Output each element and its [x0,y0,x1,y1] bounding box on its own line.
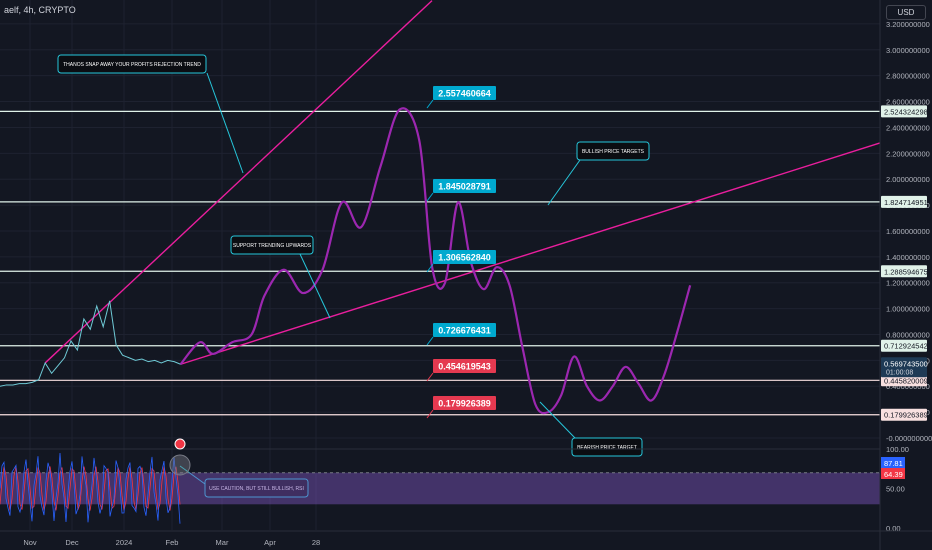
callout-pointer [299,253,331,319]
price-tick-label: 1.000000000 [886,305,930,314]
time-tick-label: 2024 [116,538,133,547]
callout-pointer [539,401,576,439]
level-axis-label: 0.712924542 [884,342,928,351]
time-tick-label: Feb [166,538,179,547]
symbol-label: aelf, 4h, CRYPTO [4,5,76,15]
level-axis-label: 0.179926389 [884,411,928,420]
price-tick-label: 1.400000000 [886,253,930,262]
price-tick-label: 2.200000000 [886,149,930,158]
price-tick-label: -0.000000000 [886,434,932,443]
target-label: 1.845028791 [438,182,491,192]
price-axis: 3.200000000 3.000000000 2.800000000 2.60000… [879,0,932,550]
horizontal-levels [0,110,880,416]
rsi-tick-label: 100.00 [886,445,909,454]
callout-pointer [206,72,244,174]
time-tick-label: 28 [312,538,320,547]
support-trend-line [180,142,881,365]
callout-box [230,235,314,255]
time-tick-label: Mar [216,538,229,547]
price-tick-label: 1.600000000 [886,227,930,236]
rsi-value-label: 87.81 [884,459,903,468]
target-label-bg [433,250,496,264]
target-label: 0.454619543 [438,362,491,372]
level-axis-tag [881,265,927,278]
target-label: 0.726676431 [438,326,491,336]
time-tick-label: Apr [264,538,276,547]
projection-line [179,107,692,415]
time-tick-label: Nov [23,538,37,547]
target-pointer [426,192,434,202]
level-axis-tag [881,408,927,421]
callout-text: SUPPORT TRENDING UPWARDS [233,243,312,249]
callouts: THANOS SNAP AWAY YOUR PROFITS REJECTION … [57,54,650,498]
callout-text: BULLISH PRICE TARGETS [582,149,645,155]
target-label-bg [433,359,496,373]
callout-box [576,141,650,161]
rsi-tick-label: 0.00 [886,524,901,533]
current-price-label: 0.569743500 [884,359,928,368]
callout-text: BEARISH PRICE TARGET [577,445,637,451]
level-axis-label: 0.445820009 [884,376,928,385]
bar-countdown: 01:00:08 [886,369,913,376]
level-axis-tag [881,374,927,387]
level-axis-tag [881,339,927,352]
rsi-signal-line [0,466,181,511]
price-tick-label: 3.200000000 [886,20,930,29]
level-axis-label: 1.288594675 [884,267,928,276]
price-tick-label: 3.000000000 [886,46,930,55]
time-tick-label: Dec [65,538,79,547]
price-tick-label: 2.600000000 [886,98,930,107]
current-price-tag [881,357,927,378]
target-label-bg [433,86,496,100]
callout-box [57,54,207,74]
rsi-highlight-circle [169,454,191,476]
callout-pointer [179,465,206,485]
target-pointer [426,409,434,419]
rsi-pane: 100.00 50.00 0.00 87.81 64.39 [0,438,909,533]
target-label-bg [433,323,496,337]
callout-text: USE CAUTION, BUT STILL BULLISH, RSI [209,486,304,492]
target-label: 2.557460664 [438,89,491,99]
target-pointer [426,336,434,346]
target-pointer [426,99,434,109]
price-history [0,300,181,387]
currency-button[interactable]: USD [886,5,926,20]
price-tick-label: 0.800000000 [886,330,930,339]
target-label: 0.179926389 [438,399,491,409]
target-label-bg [433,396,496,410]
price-tick-label: 0.400000000 [886,382,930,391]
price-targets: 2.557460664 1.845028791 1.306562840 0.72667… [426,86,496,419]
time-axis: Nov Dec 2024 Feb Mar Apr 28 [0,530,932,547]
price-tick-label: 1.200000000 [886,279,930,288]
projection-path [179,107,692,415]
level-axis-label: 2.524324298 [884,107,928,116]
level-axis-tag [881,105,927,118]
rsi-line [0,452,181,524]
target-label-bg [433,179,496,193]
rsi-tick-label: 50.00 [886,485,905,494]
price-tick-label: 2.800000000 [886,72,930,81]
callout-box [204,478,309,498]
rsi-value-tag [881,457,905,468]
callout-text: THANOS SNAP AWAY YOUR PROFITS REJECTION … [63,62,201,68]
level-axis-label: 1.824714951 [884,198,928,207]
level-axis-tag [881,195,927,208]
callout-box [571,437,643,457]
historical-price-line [0,300,181,387]
rsi-value-tag [881,468,905,479]
rsi-value-label: 64.39 [884,470,903,479]
price-tick-label: 2.000000000 [886,175,930,184]
price-tick-label: 2.400000000 [886,123,930,132]
rsi-band [0,472,880,505]
target-pointer [426,263,434,273]
callout-pointer [547,159,581,206]
target-label: 1.306562840 [438,253,491,263]
rsi-marker [174,438,186,450]
target-pointer [426,372,434,382]
